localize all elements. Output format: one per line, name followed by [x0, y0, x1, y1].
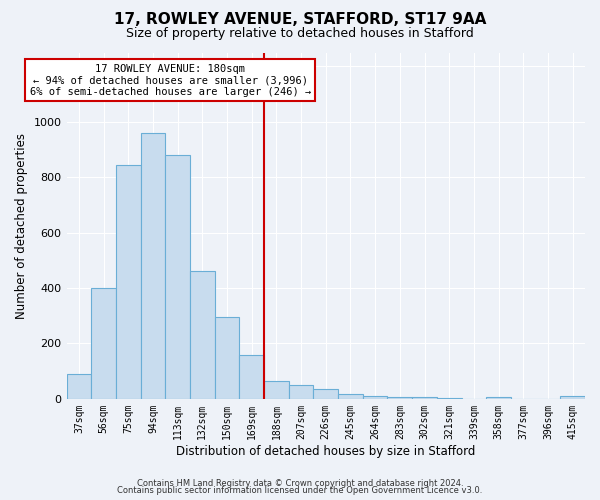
- Bar: [190, 272, 215, 399]
- Text: Contains public sector information licensed under the Open Government Licence v3: Contains public sector information licen…: [118, 486, 482, 495]
- Bar: [165, 155, 190, 399]
- Text: 17 ROWLEY AVENUE: 180sqm
← 94% of detached houses are smaller (3,996)
6% of semi: 17 ROWLEY AVENUE: 180sqm ← 94% of detach…: [29, 64, 311, 97]
- Bar: [67, 374, 91, 399]
- Y-axis label: Number of detached properties: Number of detached properties: [15, 132, 28, 318]
- Bar: [437, 398, 461, 399]
- Bar: [363, 396, 388, 399]
- Bar: [264, 381, 289, 399]
- Bar: [412, 398, 437, 399]
- Text: Contains HM Land Registry data © Crown copyright and database right 2024.: Contains HM Land Registry data © Crown c…: [137, 478, 463, 488]
- Bar: [116, 164, 140, 399]
- Bar: [239, 354, 264, 399]
- Bar: [313, 389, 338, 399]
- Text: Size of property relative to detached houses in Stafford: Size of property relative to detached ho…: [126, 28, 474, 40]
- Bar: [560, 396, 585, 399]
- Bar: [215, 317, 239, 399]
- Bar: [338, 394, 363, 399]
- X-axis label: Distribution of detached houses by size in Stafford: Distribution of detached houses by size …: [176, 444, 475, 458]
- Bar: [289, 385, 313, 399]
- Text: 17, ROWLEY AVENUE, STAFFORD, ST17 9AA: 17, ROWLEY AVENUE, STAFFORD, ST17 9AA: [114, 12, 486, 28]
- Bar: [388, 398, 412, 399]
- Bar: [140, 133, 165, 399]
- Bar: [91, 288, 116, 399]
- Bar: [486, 396, 511, 399]
